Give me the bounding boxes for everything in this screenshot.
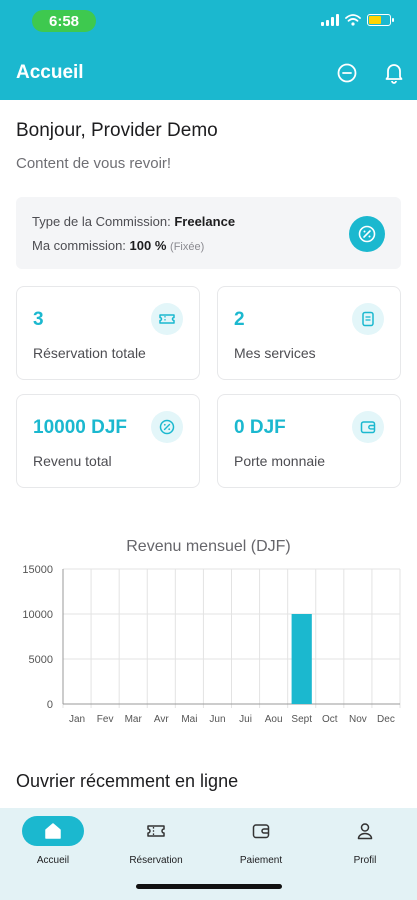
- stat-value: 10000 DJF: [33, 417, 128, 438]
- stat-value: 2: [234, 309, 245, 330]
- x-tick-label: Aou: [265, 714, 283, 725]
- ticket-icon: [125, 816, 187, 846]
- wallet-icon: [352, 411, 384, 443]
- stat-label: Réservation totale: [33, 345, 146, 361]
- y-tick-label: 15000: [22, 564, 53, 576]
- x-tick-label: Dec: [377, 714, 395, 725]
- ticket-icon: [151, 303, 183, 335]
- greeting-title: Bonjour, Provider Demo: [16, 120, 218, 141]
- x-tick-label: Mar: [125, 714, 143, 725]
- nav-item-reservation[interactable]: Réservation: [111, 816, 201, 866]
- stat-label: Mes services: [234, 345, 316, 361]
- stat-card-my-services[interactable]: 2 Mes services: [217, 286, 401, 380]
- x-tick-label: Jan: [69, 714, 85, 725]
- greeting-subtitle: Content de vous revoir!: [16, 155, 172, 172]
- stat-value: 3: [33, 309, 44, 330]
- x-tick-label: Fev: [97, 714, 114, 725]
- nav-item-paiement[interactable]: Paiement: [216, 816, 306, 866]
- stat-value: 0 DJF: [234, 417, 286, 438]
- commission-card: Type de la Commission: Freelance Ma comm…: [16, 197, 401, 269]
- commission-rate: Ma commission: 100 % (Fixée): [32, 238, 205, 253]
- wallet-icon: [230, 816, 292, 846]
- app-bar: Accueil: [0, 44, 417, 100]
- stat-card-total-bookings[interactable]: 3 Réservation totale: [16, 286, 200, 380]
- nav-label: Profil: [353, 855, 377, 866]
- y-tick-label: 0: [47, 699, 53, 711]
- revenue-chart: 0 5000 10000 15000 Jan Fev Mar Avr Mai Jun Jui Aou S…: [22, 564, 401, 725]
- signal-icon: [321, 14, 339, 26]
- section-title: Ouvrier récemment en ligne: [16, 771, 239, 791]
- x-tick-label: Jun: [209, 714, 225, 725]
- stat-label: Porte monnaie: [234, 453, 326, 469]
- percent-badge-icon: [151, 411, 183, 443]
- commission-rate-note: (Fixée): [170, 241, 205, 253]
- commission-rate-value: 100 %: [129, 238, 167, 253]
- x-tick-label: Sept: [291, 714, 312, 725]
- percent-badge-icon[interactable]: [349, 216, 385, 252]
- status-icons: [321, 14, 394, 26]
- bar-sept: [291, 614, 312, 704]
- nav-label: Accueil: [36, 855, 70, 866]
- stat-card-wallet[interactable]: 0 DJF Porte monnaie: [217, 394, 401, 488]
- y-tick-label: 5000: [29, 654, 53, 666]
- chat-icon[interactable]: [336, 62, 358, 84]
- home-indicator: [136, 884, 282, 889]
- x-tick-label: Mai: [181, 714, 197, 725]
- document-icon: [352, 303, 384, 335]
- person-icon: [334, 816, 396, 846]
- chart-title: Revenu mensuel (DJF): [126, 538, 291, 555]
- nav-label: Réservation: [129, 855, 183, 866]
- status-bar: 6:58: [0, 0, 417, 44]
- x-tick-label: Nov: [349, 714, 367, 725]
- nav-item-accueil[interactable]: Accueil: [8, 816, 98, 866]
- bell-icon[interactable]: [383, 62, 405, 84]
- x-tick-label: Jui: [239, 714, 252, 725]
- nav-label: Paiement: [239, 855, 283, 866]
- y-tick-label: 10000: [22, 609, 53, 621]
- home-icon: [22, 816, 84, 846]
- nav-item-profil[interactable]: Profil: [320, 816, 410, 866]
- battery-icon: [367, 14, 394, 26]
- x-tick-label: Oct: [322, 714, 338, 725]
- wifi-icon: [345, 14, 361, 26]
- x-tick-label: Avr: [154, 714, 169, 725]
- commission-type-value: Freelance: [174, 214, 236, 229]
- stat-label: Revenu total: [33, 453, 112, 469]
- page-title: Accueil: [16, 62, 84, 83]
- status-time: 6:58: [32, 10, 96, 32]
- commission-type: Type de la Commission: Freelance: [32, 214, 236, 229]
- stat-card-total-revenue[interactable]: 10000 DJF Revenu total: [16, 394, 200, 488]
